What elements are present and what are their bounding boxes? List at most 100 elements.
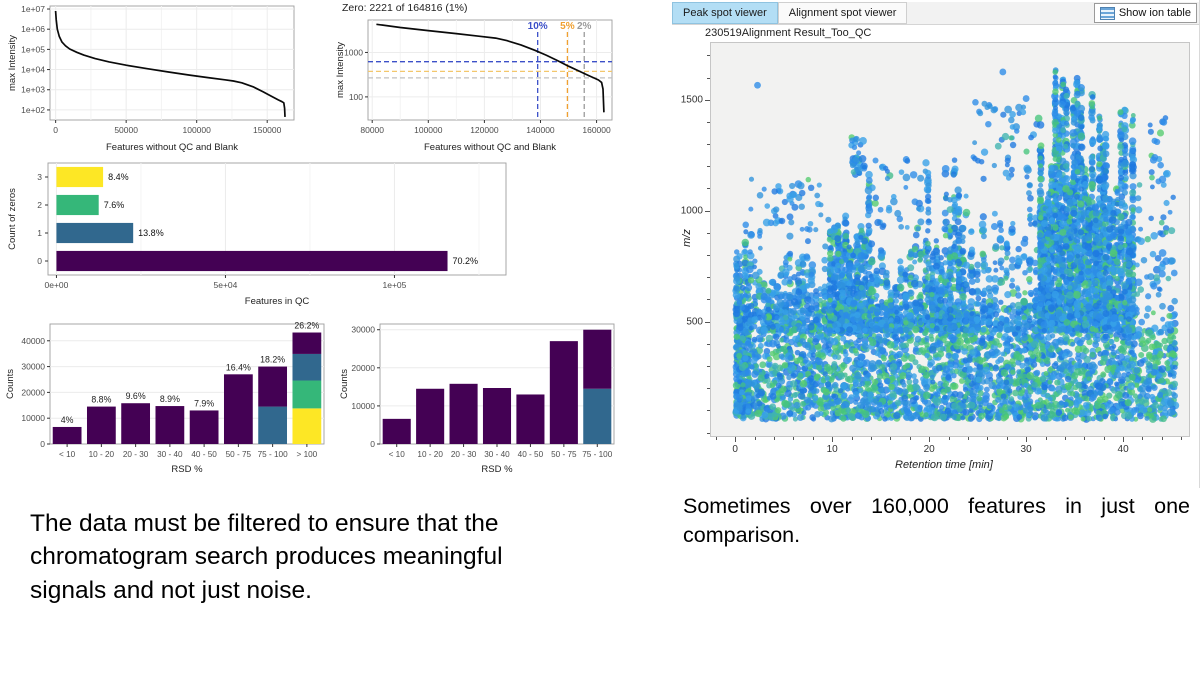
scatter-y-axis-label: m/z [680, 228, 693, 247]
viewer-tab-bar: Peak spot viewer Alignment spot viewer S… [672, 2, 1199, 25]
caption-filtering: The data must be filtered to ensure that… [30, 510, 503, 604]
y-tick-mark [707, 166, 710, 168]
bar-segment-count-of-zeros-0 [223, 374, 253, 444]
threshold-label: 5% [560, 21, 575, 32]
bar-segment-count-of-zeros-0 [382, 418, 411, 444]
x-axis-label: Features without QC and Blank [106, 142, 238, 153]
y-tick-label: 0 [40, 439, 45, 449]
bar-segment-count-of-zeros-0 [121, 403, 151, 444]
bar-percent-label: 7.6% [104, 200, 125, 210]
bar-percent-label: 4% [61, 415, 74, 425]
x-tick-label: 30 - 40 [484, 450, 510, 459]
bar-segment-count-of-zeros-3 [292, 408, 322, 444]
y-tick-label: 0 [37, 256, 42, 266]
x-tick-label: 160000 [582, 125, 611, 135]
bar-2 [56, 194, 99, 216]
x-tick-label: < 10 [59, 450, 76, 459]
x-tick-mark [754, 437, 756, 440]
intensity-curve [376, 23, 605, 113]
x-tick-label: < 10 [389, 450, 406, 459]
y-tick-mark [707, 277, 710, 279]
chart-svg: 0 10000 20000 30000 40000 4% < 10 8.8% 10 - 20 9.… [5, 321, 325, 475]
y-tick-label: 1500 [680, 94, 703, 106]
x-axis-label: Features in QC [245, 296, 310, 307]
x-tick-label: 10 - 20 [417, 450, 443, 459]
y-tick-mark [707, 365, 710, 367]
x-tick-label: 140000 [526, 125, 555, 135]
bar-segment-count-of-zeros-0 [516, 394, 545, 444]
x-tick-mark [1103, 437, 1105, 440]
bar-segment-count-of-zeros-0 [583, 329, 612, 389]
x-tick-label: 80000 [360, 125, 384, 135]
x-tick-label: 5e+04 [214, 280, 238, 290]
x-tick-mark [812, 437, 814, 440]
bar-segment-count-of-zeros-2 [292, 380, 322, 409]
x-tick-label: 0 [732, 444, 738, 455]
bar-percent-label: 16.4% [226, 362, 251, 372]
threshold-label: 2% [577, 21, 592, 32]
bar-segment-count-of-zeros-0 [482, 388, 512, 444]
chart-svg: 10% 5% 2% 80000 100000 120000 140000 160000 1000… [335, 2, 613, 153]
x-tick-mark [1026, 437, 1028, 442]
y-tick-label: 30000 [21, 362, 45, 372]
show-ion-table-label: Show ion table [1118, 7, 1191, 19]
x-tick-mark [1045, 437, 1047, 440]
bar-percent-label: 8.9% [160, 394, 180, 404]
y-tick-mark [707, 299, 710, 301]
scatter-points-canvas[interactable] [710, 42, 1190, 437]
bar-percent-label: 8.8% [91, 395, 111, 405]
tab-alignment-spot-viewer[interactable]: Alignment spot viewer [777, 2, 908, 24]
y-tick-label: 20000 [21, 387, 45, 397]
y-tick-mark [707, 432, 710, 434]
y-tick-label: 1e+02 [21, 105, 45, 115]
x-tick-label: 50 - 75 [226, 450, 252, 459]
y-tick-label: 1e+06 [21, 24, 45, 34]
y-tick-label: 20000 [351, 363, 375, 373]
bar-percent-label: 8.4% [108, 172, 129, 182]
x-tick-label: 20 - 30 [123, 450, 149, 459]
x-tick-label: 40 - 50 [191, 450, 217, 459]
x-tick-label: 150000 [253, 125, 282, 135]
bar-0 [56, 250, 448, 272]
y-tick-mark [707, 255, 710, 257]
tab-peak-spot-viewer[interactable]: Peak spot viewer [672, 2, 778, 24]
x-tick-label: > 100 [297, 450, 318, 459]
show-ion-table-button[interactable]: Show ion table [1093, 3, 1197, 23]
rsd-histogram-all-chart: 0 10000 20000 30000 40000 4% < 10 8.8% 10 - 20 9.… [2, 308, 332, 476]
x-tick-mark [832, 437, 834, 442]
alignment-result-title: 230519Alignment Result_Too_QC [705, 27, 872, 39]
x-tick-mark [909, 437, 911, 440]
x-tick-label: 30 - 40 [157, 450, 183, 459]
x-tick-mark [1142, 437, 1144, 440]
bar-percent-label: 7.9% [194, 398, 214, 408]
y-tick-label: 40000 [21, 336, 45, 346]
x-tick-label: 40 - 50 [518, 450, 544, 459]
bar-1 [56, 222, 134, 244]
x-tick-mark [735, 437, 737, 442]
x-tick-mark [1064, 437, 1066, 440]
threshold-label: 10% [528, 21, 548, 32]
y-tick-label: 10000 [351, 401, 375, 411]
x-axis-label: RSD % [171, 464, 203, 475]
bar-segment-count-of-zeros-1 [258, 406, 288, 444]
y-tick-mark [705, 210, 710, 212]
x-axis-label: Features without QC and Blank [424, 142, 556, 153]
y-tick-mark [707, 55, 710, 57]
x-tick-mark [948, 437, 950, 440]
y-tick-label: 100 [349, 92, 363, 102]
x-tick-mark [987, 437, 989, 440]
y-tick-label: 1000 [344, 47, 363, 57]
y-tick-label: 0 [370, 439, 375, 449]
rsd-histogram-filtered-chart: 0 10000 20000 30000 < 10 10 - 20 20 - 30 30 - 4… [336, 308, 624, 476]
panel [49, 5, 295, 121]
bar-segment-count-of-zeros-0 [155, 406, 185, 444]
bar-segment-count-of-zeros-0 [258, 366, 288, 407]
x-tick-mark [870, 437, 872, 440]
bar-3 [56, 166, 104, 188]
x-tick-label: 100000 [182, 125, 211, 135]
bar-segment-count-of-zeros-1 [583, 388, 612, 444]
x-tick-mark [890, 437, 892, 440]
x-tick-label: 75 - 100 [258, 450, 288, 459]
intensity-curve-full-chart: 0 50000 100000 150000 1e+07 1e+06 1e+05 1e+04 1e… [4, 0, 304, 154]
bar-segment-count-of-zeros-0 [86, 406, 116, 444]
